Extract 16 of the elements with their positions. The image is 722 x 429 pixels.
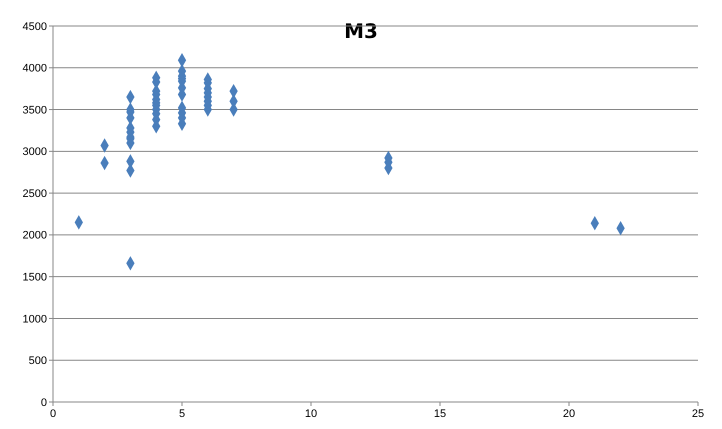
x-tick-label: 5 xyxy=(178,408,186,420)
x-tick-label: 20 xyxy=(562,408,576,420)
x-tick-label: 25 xyxy=(692,408,704,420)
x-tick-label: 10 xyxy=(304,408,318,420)
y-tick-label: 0 xyxy=(40,396,47,409)
y-tick-label: 500 xyxy=(28,355,47,368)
x-tick-label: 0 xyxy=(50,408,56,420)
y-tick-label: 1500 xyxy=(22,272,47,284)
y-tick-label: 3000 xyxy=(22,146,47,158)
y-tick-label: 2000 xyxy=(22,230,47,242)
y-tick-label: 1000 xyxy=(22,313,47,326)
y-tick-label: 4500 xyxy=(22,20,47,33)
y-tick-label: 3500 xyxy=(22,104,47,116)
y-tick-label: 4000 xyxy=(22,62,47,75)
y-tick-label: 2500 xyxy=(22,188,47,200)
x-tick-label: 15 xyxy=(434,408,446,420)
